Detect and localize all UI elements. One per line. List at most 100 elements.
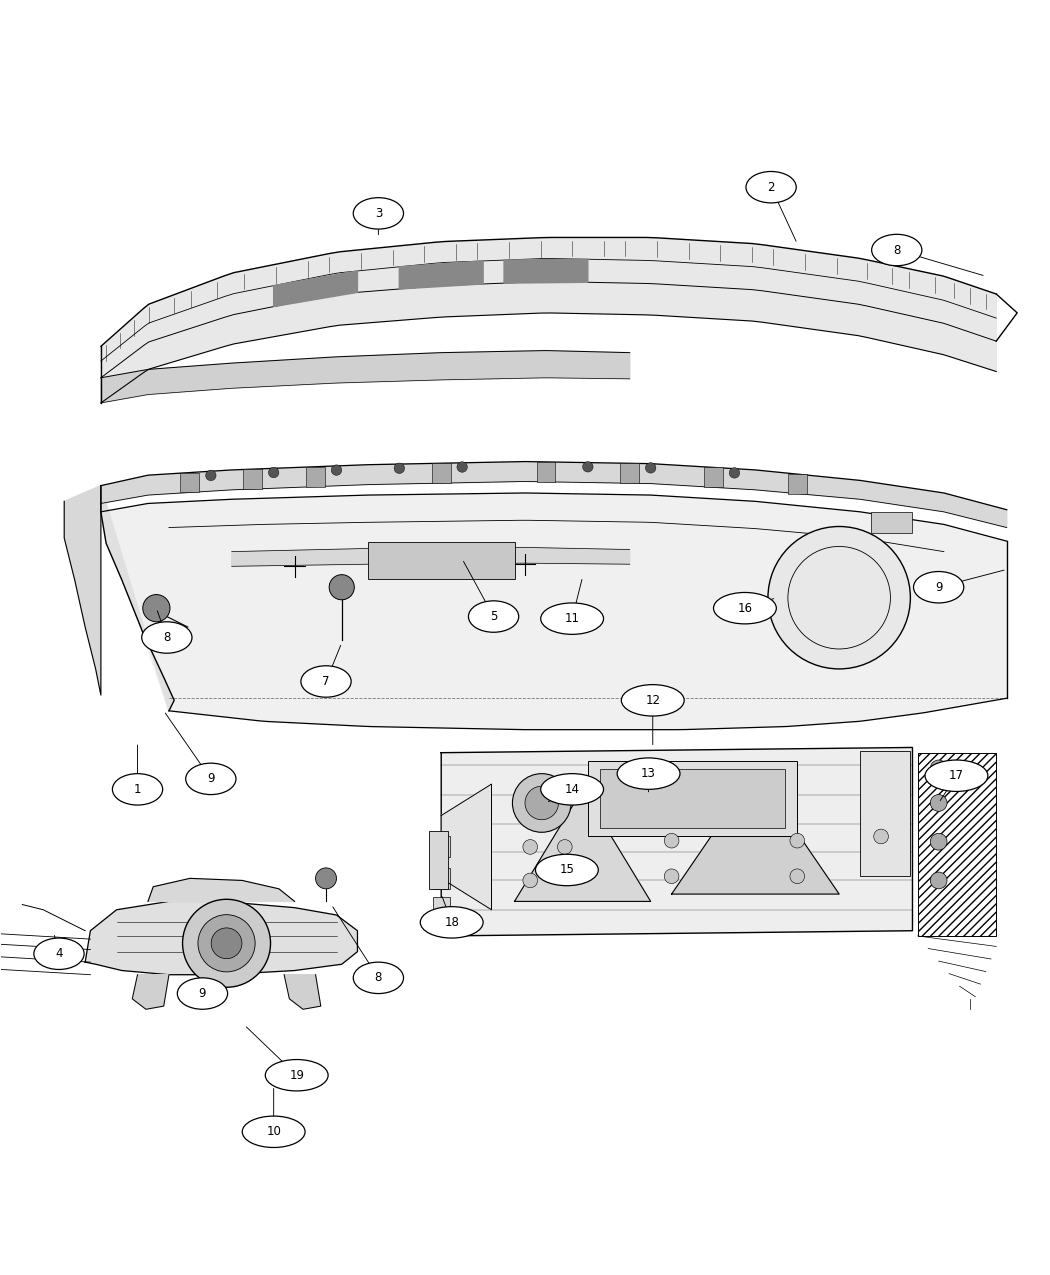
Circle shape	[206, 470, 216, 481]
Polygon shape	[504, 259, 588, 283]
Circle shape	[790, 834, 804, 848]
Ellipse shape	[353, 198, 403, 230]
Polygon shape	[232, 547, 630, 566]
Text: 9: 9	[198, 987, 206, 1000]
Circle shape	[665, 834, 679, 848]
Polygon shape	[101, 351, 630, 403]
Ellipse shape	[266, 1060, 328, 1091]
Text: 1: 1	[133, 783, 142, 796]
Bar	[307, 467, 326, 487]
Circle shape	[729, 468, 739, 478]
Text: 14: 14	[565, 783, 580, 796]
Text: 17: 17	[949, 769, 964, 783]
Polygon shape	[85, 901, 357, 974]
Bar	[918, 752, 996, 936]
Ellipse shape	[112, 774, 163, 805]
Bar	[433, 898, 449, 918]
Polygon shape	[148, 878, 295, 901]
Bar	[588, 761, 797, 836]
Polygon shape	[441, 747, 912, 936]
Text: 8: 8	[163, 631, 170, 644]
Ellipse shape	[34, 938, 84, 969]
Text: 8: 8	[894, 244, 901, 256]
Bar	[537, 462, 555, 482]
Bar	[601, 769, 784, 827]
Circle shape	[329, 575, 354, 599]
Circle shape	[525, 787, 559, 820]
Ellipse shape	[714, 593, 776, 623]
Text: 19: 19	[289, 1068, 304, 1081]
Polygon shape	[285, 974, 321, 1010]
Ellipse shape	[622, 685, 685, 717]
Text: 13: 13	[642, 768, 656, 780]
Text: 16: 16	[737, 602, 753, 615]
Polygon shape	[441, 784, 491, 910]
Bar	[432, 463, 450, 483]
Circle shape	[930, 794, 947, 811]
Polygon shape	[101, 493, 1007, 729]
Ellipse shape	[925, 760, 988, 792]
Circle shape	[930, 872, 947, 889]
Text: 5: 5	[490, 609, 498, 623]
Text: 8: 8	[375, 972, 382, 984]
Polygon shape	[399, 261, 483, 289]
Text: 9: 9	[934, 580, 943, 594]
Circle shape	[558, 840, 572, 854]
Bar	[705, 468, 723, 487]
Circle shape	[183, 899, 271, 987]
Circle shape	[930, 834, 947, 850]
Polygon shape	[132, 974, 169, 1010]
Polygon shape	[101, 462, 1007, 528]
Circle shape	[930, 760, 947, 776]
Text: 15: 15	[560, 863, 574, 876]
Circle shape	[523, 873, 538, 887]
Ellipse shape	[914, 571, 964, 603]
Circle shape	[874, 829, 888, 844]
Circle shape	[143, 594, 170, 622]
Polygon shape	[101, 486, 174, 710]
Bar	[788, 474, 806, 493]
Polygon shape	[64, 486, 101, 695]
Ellipse shape	[301, 666, 351, 697]
Polygon shape	[274, 272, 357, 306]
Text: 10: 10	[267, 1126, 281, 1139]
Bar	[368, 542, 514, 579]
Text: 3: 3	[375, 207, 382, 219]
Ellipse shape	[420, 907, 483, 938]
Polygon shape	[514, 789, 651, 901]
Bar	[244, 469, 262, 490]
Text: 9: 9	[207, 773, 214, 785]
Circle shape	[665, 870, 679, 884]
Circle shape	[583, 462, 593, 472]
Polygon shape	[672, 771, 839, 894]
Bar	[433, 868, 449, 889]
Bar	[870, 511, 912, 533]
Text: 12: 12	[646, 694, 660, 706]
Ellipse shape	[186, 764, 236, 794]
Bar	[428, 831, 447, 889]
Ellipse shape	[541, 774, 604, 805]
Ellipse shape	[353, 963, 403, 993]
Circle shape	[316, 868, 336, 889]
Text: 2: 2	[768, 181, 775, 194]
Ellipse shape	[617, 757, 680, 789]
Text: 11: 11	[565, 612, 580, 625]
Circle shape	[790, 870, 804, 884]
Ellipse shape	[468, 601, 519, 632]
Ellipse shape	[536, 854, 598, 886]
Ellipse shape	[746, 171, 796, 203]
Ellipse shape	[541, 603, 604, 635]
Circle shape	[394, 463, 404, 473]
Ellipse shape	[142, 622, 192, 653]
Ellipse shape	[872, 235, 922, 265]
Circle shape	[331, 465, 341, 476]
Circle shape	[768, 527, 910, 669]
Ellipse shape	[243, 1116, 306, 1148]
Circle shape	[646, 463, 656, 473]
Bar	[181, 473, 200, 492]
Polygon shape	[101, 237, 996, 403]
Circle shape	[269, 467, 279, 478]
Bar	[860, 751, 910, 876]
Bar	[433, 836, 449, 857]
Text: 7: 7	[322, 674, 330, 688]
